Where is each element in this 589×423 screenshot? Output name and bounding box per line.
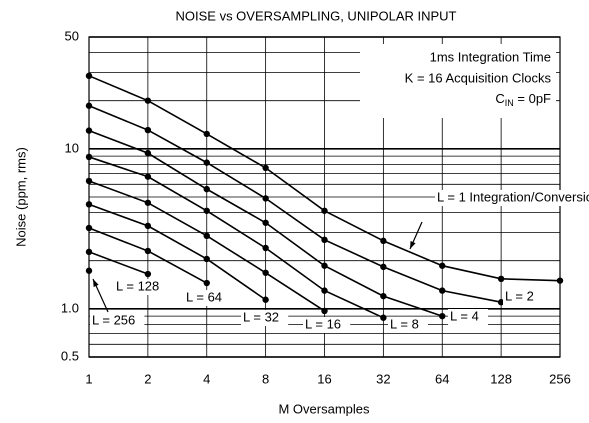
data-point <box>85 102 93 109</box>
x-tick-label: 2 <box>144 371 151 386</box>
y-tick-label: 10 <box>65 140 79 155</box>
series-label: L = 128 <box>116 278 159 293</box>
series-label: L = 16 <box>305 316 341 331</box>
chart-title: NOISE vs OVERSAMPLING, UNIPOLAR INPUT <box>176 8 457 23</box>
data-point <box>203 279 210 287</box>
data-point <box>380 292 387 300</box>
data-point <box>85 72 93 80</box>
series-line <box>88 104 502 303</box>
series-label: L = 4 <box>450 308 479 323</box>
label-bg <box>114 279 169 295</box>
arrow-head <box>410 241 416 249</box>
data-point <box>380 263 387 271</box>
x-tick-label: 64 <box>435 371 449 386</box>
data-point <box>262 269 269 276</box>
data-point <box>203 159 210 166</box>
series-line <box>88 203 267 301</box>
x-tick-label: 256 <box>549 371 571 386</box>
data-point <box>144 173 152 180</box>
data-point <box>497 299 505 306</box>
series-label: L = 64 <box>186 289 222 304</box>
data-point <box>262 164 269 172</box>
label-bg <box>388 317 428 333</box>
data-point <box>144 247 152 255</box>
label-bg <box>303 317 351 333</box>
data-point <box>321 262 328 269</box>
data-point <box>556 277 564 284</box>
y-axis-label: Noise (ppm, rms) <box>13 147 28 247</box>
data-point <box>144 126 152 134</box>
data-point <box>144 199 152 206</box>
data-point <box>439 312 446 320</box>
data-point <box>380 237 387 245</box>
data-point <box>203 130 210 138</box>
label-bg <box>241 310 289 326</box>
annotation-text: CIN = 0pF <box>495 91 551 108</box>
data-point <box>262 296 269 303</box>
series-line <box>88 251 149 275</box>
annotation-box <box>360 44 556 118</box>
data-point <box>85 201 93 208</box>
data-point <box>380 314 387 321</box>
y-tick-label: 50 <box>65 28 79 43</box>
data-point <box>85 127 93 134</box>
label-bg <box>448 309 488 325</box>
data-point <box>203 232 210 240</box>
annotation-text: K = 16 Acquisition Clocks <box>405 70 552 85</box>
annotation-part: C <box>495 91 504 106</box>
series-label: L = 8 <box>390 316 419 331</box>
data-point <box>321 207 328 214</box>
data-point <box>203 207 210 214</box>
annotation-part: IN <box>505 98 514 108</box>
data-point <box>497 275 505 283</box>
data-point <box>144 222 152 230</box>
data-point <box>262 244 269 252</box>
data-point <box>439 287 446 294</box>
series-label: L = 1 Integration/Conversion <box>437 189 589 204</box>
label-bg <box>503 289 543 305</box>
series-label: L = 32 <box>243 309 279 324</box>
series-label: L = 256 <box>92 312 135 327</box>
data-point <box>262 195 269 202</box>
data-point <box>144 149 152 157</box>
data-point <box>85 248 93 256</box>
label-bg <box>90 313 145 329</box>
data-point <box>144 270 152 278</box>
x-tick-label: 8 <box>262 371 269 386</box>
data-point <box>321 236 328 244</box>
x-axis-label: M Oversamples <box>278 401 370 416</box>
data-point <box>85 267 93 274</box>
annotation-part: = 0pF <box>514 91 551 106</box>
x-tick-label: 4 <box>203 371 210 386</box>
data-point <box>85 224 93 232</box>
label-bg <box>184 290 232 306</box>
x-tick-label: 32 <box>376 371 390 386</box>
x-tick-label: 16 <box>317 371 331 386</box>
data-point <box>321 287 328 294</box>
y-tick-label: 1.0 <box>61 300 79 315</box>
series-line <box>88 156 384 319</box>
x-tick-label: 128 <box>490 371 512 386</box>
label-bg <box>435 190 589 206</box>
data-point <box>262 219 269 226</box>
data-point <box>321 307 328 315</box>
data-point <box>203 185 210 193</box>
series-label: L = 2 <box>505 288 534 303</box>
data-point <box>439 262 446 269</box>
data-point <box>85 177 93 185</box>
data-point <box>144 97 152 104</box>
arrow-head <box>93 279 99 287</box>
y-tick-label: 0.5 <box>61 348 79 363</box>
data-point <box>85 153 93 161</box>
x-tick-label: 1 <box>85 371 92 386</box>
annotation-text: 1ms Integration Time <box>430 49 551 64</box>
data-point <box>203 255 210 263</box>
